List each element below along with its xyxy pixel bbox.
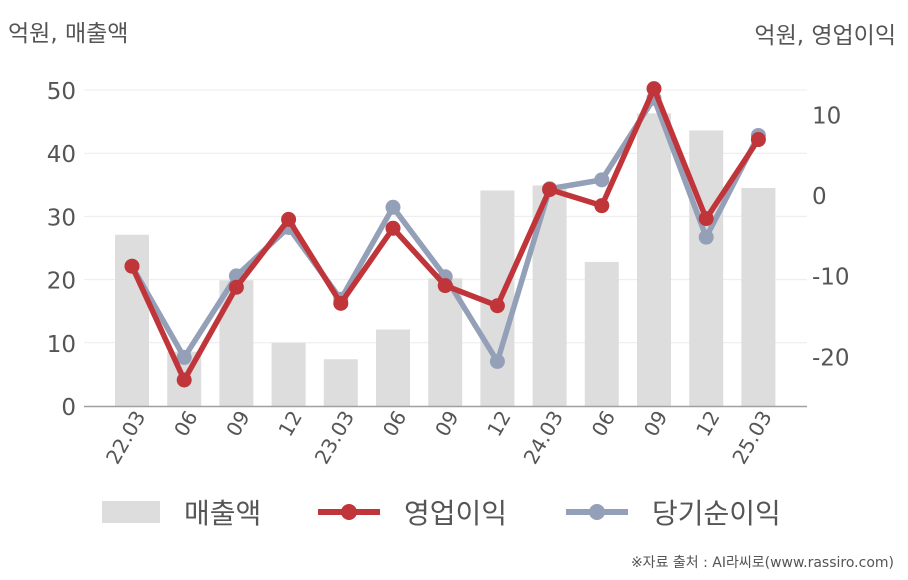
- bar-revenue: [689, 130, 724, 406]
- point-operating-profit: [333, 295, 349, 311]
- x-tick-label: 12: [691, 407, 725, 441]
- x-tick-label: 12: [273, 407, 307, 441]
- point-net-income: [176, 349, 192, 365]
- legend-label-revenue: 매출액: [184, 497, 262, 530]
- y-left-tick-label: 30: [47, 205, 76, 231]
- legend-item-net-income: 당기순이익: [566, 490, 781, 534]
- left-axis-unit: 억원, 매출액: [8, 21, 129, 47]
- point-operating-profit: [594, 198, 610, 214]
- x-tick-label: 06: [587, 407, 621, 441]
- y-right-tick-label: -20: [812, 345, 850, 371]
- point-operating-profit: [542, 182, 558, 198]
- bar-revenue: [271, 342, 306, 406]
- legend-label-operating-profit: 영업이익: [404, 497, 508, 530]
- bar-revenue: [741, 187, 776, 406]
- point-net-income: [594, 172, 610, 188]
- x-tick-label: 25.03: [727, 407, 776, 469]
- x-tick-label: 24.03: [519, 407, 568, 469]
- legend-swatch-revenue: [102, 501, 160, 523]
- legend-item-operating-profit: 영업이익: [318, 490, 507, 534]
- y-left-tick-label: 50: [47, 79, 76, 105]
- y-right-tick-label: 10: [812, 103, 841, 129]
- x-tick-label: 06: [169, 407, 203, 441]
- bar-revenue: [219, 280, 254, 406]
- legend-swatch-net-income: [566, 501, 628, 523]
- x-tick-label: 23.03: [310, 407, 359, 469]
- y-left-tick-label: 20: [47, 269, 76, 295]
- point-operating-profit: [281, 211, 297, 227]
- bar-revenue: [323, 359, 358, 406]
- point-operating-profit: [176, 372, 192, 388]
- y-left-tick-label: 40: [47, 142, 76, 168]
- legend-item-revenue: 매출액: [102, 490, 261, 534]
- point-net-income: [385, 199, 401, 215]
- legend-label-net-income: 당기순이익: [652, 497, 781, 530]
- x-tick-label: 12: [482, 407, 516, 441]
- point-operating-profit: [750, 132, 766, 148]
- point-operating-profit: [489, 298, 505, 314]
- y-right-tick-label: -10: [812, 265, 850, 291]
- legend: 매출액 영업이익 당기순이익: [0, 490, 908, 534]
- point-operating-profit: [646, 81, 662, 97]
- right-axis-unit: 억원, 영업이익: [754, 23, 896, 49]
- x-tick-label: 09: [430, 407, 464, 441]
- bar-revenue: [584, 261, 619, 406]
- point-net-income: [489, 353, 505, 369]
- point-operating-profit: [437, 278, 453, 294]
- x-tick-label: 09: [639, 407, 673, 441]
- y-left-tick-label: 10: [47, 332, 76, 358]
- x-tick-label: 09: [221, 407, 255, 441]
- bar-revenue: [637, 113, 671, 406]
- source-credit: ※자료 출처 : AI라씨로(www.rassiro.com): [630, 555, 894, 571]
- bar-revenue: [480, 190, 515, 406]
- y-left-tick-label: 0: [61, 395, 76, 421]
- point-net-income: [698, 229, 714, 245]
- x-tick-label: 06: [378, 407, 412, 441]
- x-tick-label: 22.03: [101, 407, 150, 469]
- point-operating-profit: [124, 258, 140, 274]
- point-operating-profit: [228, 279, 244, 295]
- bar-revenue: [376, 329, 410, 406]
- point-operating-profit: [698, 211, 714, 227]
- y-right-tick-label: 0: [812, 184, 827, 210]
- legend-swatch-operating-profit: [318, 501, 380, 523]
- point-operating-profit: [385, 220, 401, 236]
